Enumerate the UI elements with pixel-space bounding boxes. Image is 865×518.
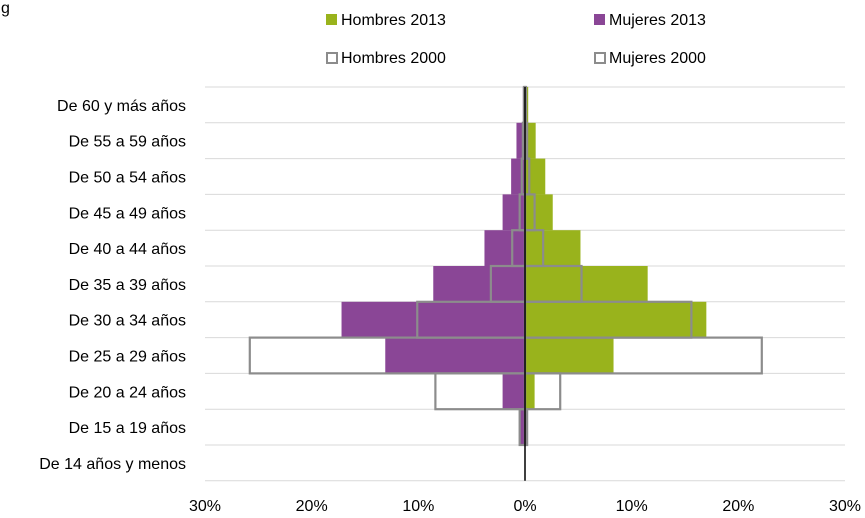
legend-swatch-mujeres-2000 (594, 52, 606, 64)
legend-swatch-mujeres-2013 (594, 14, 605, 25)
x-tick-label: 10% (616, 498, 648, 515)
bars-2013 (341, 87, 707, 445)
x-tick-labels: 30% 20% 10% 0% 10% 20% 30% (189, 498, 861, 515)
legend-label-hombres-2000: Hombres 2000 (341, 50, 446, 67)
bar-mujeres-2013-2 (511, 158, 525, 195)
category-label: De 60 y más años (57, 98, 186, 115)
category-label: De 55 a 59 años (69, 134, 186, 151)
legend-label-mujeres-2013: Mujeres 2013 (609, 12, 706, 29)
category-label: De 14 años y menos (39, 456, 186, 473)
bar-mujeres-2013-7 (385, 337, 525, 374)
bar-mujeres-2013-4 (484, 230, 525, 266)
legend-swatch-hombres-2000 (326, 52, 338, 64)
bar-hombres-2013-2 (525, 158, 546, 195)
legend-swatch-hombres-2013 (326, 14, 337, 25)
category-label: De 15 a 19 años (69, 420, 186, 437)
category-label: De 50 a 54 años (69, 170, 186, 187)
x-tick-label: 0% (513, 498, 536, 515)
bar-mujeres-2013-5 (433, 266, 525, 302)
category-label: De 25 a 29 años (69, 349, 186, 366)
header-fragment: g (1, 0, 10, 17)
bar-hombres-2013-6 (525, 301, 707, 338)
category-label: De 40 a 44 años (69, 241, 186, 258)
bar-hombres-2013-3 (525, 194, 553, 231)
category-label: De 35 a 39 años (69, 277, 186, 294)
bar-hombres-2013-8 (525, 373, 535, 410)
category-label: De 20 a 24 años (69, 384, 186, 401)
bar-mujeres-2013-1 (516, 122, 525, 159)
x-tick-label: 10% (402, 498, 434, 515)
bar-mujeres-2013-9 (519, 409, 525, 445)
bar-mujeres-2013-3 (502, 194, 525, 231)
x-tick-label: 30% (189, 498, 221, 515)
bar-mujeres-2013-8 (502, 373, 525, 410)
x-tick-label: 30% (829, 498, 861, 515)
legend: Hombres 2013 Mujeres 2013 Hombres 2000 Muje… (326, 12, 706, 67)
category-label: De 45 a 49 años (69, 205, 186, 222)
bar-hombres-2013-7 (525, 337, 614, 374)
x-tick-label: 20% (296, 498, 328, 515)
category-label: De 30 a 34 años (69, 313, 186, 330)
x-tick-label: 20% (722, 498, 754, 515)
bar-hombres-2013-5 (525, 266, 648, 302)
category-labels: De 60 y más años De 55 a 59 años De 50 a 5… (39, 98, 186, 473)
legend-label-hombres-2013: Hombres 2013 (341, 12, 446, 29)
bar-hombres-2013-1 (525, 122, 536, 159)
bar-mujeres-2013-6 (341, 301, 525, 338)
legend-label-mujeres-2000: Mujeres 2000 (609, 50, 706, 67)
bar-hombres-2013-4 (525, 230, 581, 266)
